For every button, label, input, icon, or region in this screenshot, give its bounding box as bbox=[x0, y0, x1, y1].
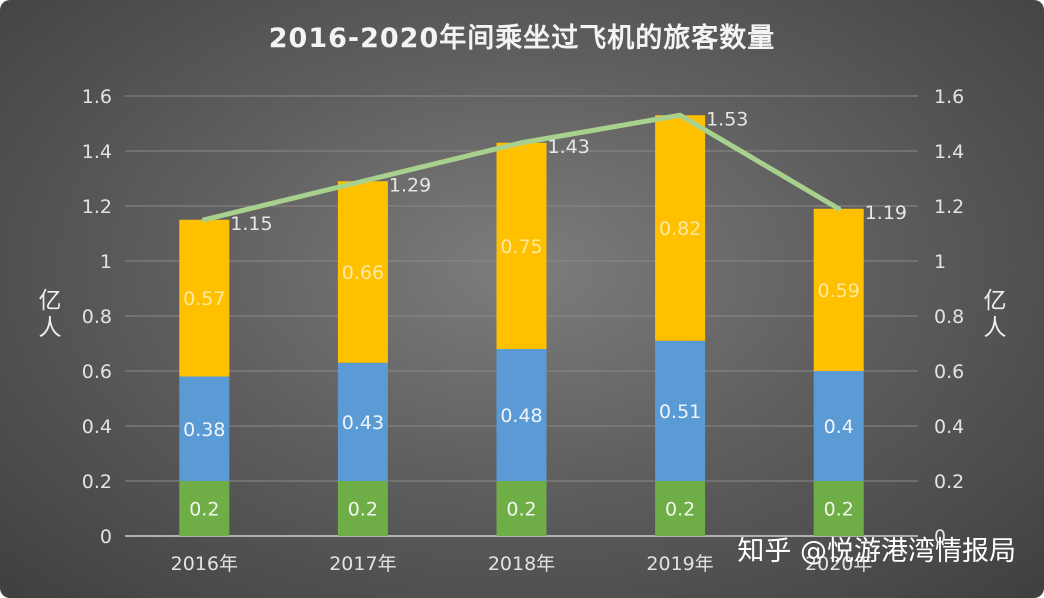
y2-tick-label: 0.6 bbox=[934, 361, 964, 383]
segment-value-label: 0.2 bbox=[665, 499, 695, 521]
bar-rect bbox=[496, 349, 547, 481]
segment-value-label: 0.43 bbox=[342, 412, 384, 434]
segment-value-label: 0.51 bbox=[659, 401, 701, 423]
total-line-point bbox=[201, 217, 207, 223]
bar-rect bbox=[337, 181, 388, 363]
bar-segment bbox=[179, 376, 230, 481]
segment-value-label: 0.48 bbox=[500, 405, 542, 427]
bar-segment bbox=[655, 340, 706, 481]
x-axis-ticks: 2016年 2017年 2018年 2019年 2020年 bbox=[171, 553, 873, 575]
y2-tick-label: 0.2 bbox=[934, 471, 964, 493]
segment-value-label: 0.66 bbox=[342, 262, 384, 284]
bar-segment bbox=[813, 371, 864, 481]
total-line-point bbox=[836, 206, 842, 212]
bar-rect bbox=[496, 481, 547, 536]
segment-value-label: 0.2 bbox=[824, 499, 854, 521]
bar-rect bbox=[337, 481, 388, 536]
bar-segment bbox=[179, 481, 230, 536]
bar-segment bbox=[655, 481, 706, 536]
total-line-point bbox=[360, 178, 366, 184]
stacked-bars bbox=[179, 115, 864, 536]
bar-rect bbox=[813, 481, 864, 536]
bar-segment bbox=[496, 349, 547, 481]
bar-segment bbox=[179, 219, 230, 377]
y-tick-label: 0.8 bbox=[82, 306, 112, 328]
x-tick-label: 2016年 bbox=[171, 553, 238, 575]
y-tick-label: 1.4 bbox=[82, 141, 112, 163]
y-tick-label: 0.4 bbox=[82, 416, 112, 438]
bar-rect bbox=[655, 481, 706, 536]
total-labels: 1.15 1.29 1.43 1.53 1.19 bbox=[230, 108, 907, 235]
bar-segment bbox=[337, 181, 388, 363]
right-axis-unit-label: 亿人 bbox=[984, 288, 1007, 341]
total-line bbox=[201, 112, 842, 223]
segment-labels: 0.2 0.38 0.57 0.2 0.43 0.66 0.2 0.48 0.75 0.2 0.51… bbox=[183, 218, 860, 521]
total-value-label: 1.15 bbox=[230, 213, 272, 235]
bar-rect bbox=[813, 371, 864, 481]
watermark: 知乎 @悦游港湾情报局 bbox=[737, 536, 1016, 567]
y2-tick-label: 0.8 bbox=[934, 306, 964, 328]
y2-tick-label: 1.2 bbox=[934, 196, 964, 218]
bar-rect bbox=[813, 208, 864, 371]
y2-tick-label: 1.6 bbox=[934, 86, 964, 108]
left-axis-ticks: 0 0.2 0.4 0.6 0.8 1 1.2 1.4 1.6 bbox=[82, 86, 112, 548]
bar-segment bbox=[337, 481, 388, 536]
bar-rect bbox=[337, 362, 388, 481]
unit-label-char: 人 bbox=[984, 315, 1007, 341]
unit-label-char: 亿 bbox=[984, 288, 1007, 314]
y-tick-label: 1.6 bbox=[82, 86, 112, 108]
segment-value-label: 0.82 bbox=[659, 218, 701, 240]
total-line-point bbox=[677, 112, 683, 118]
y-tick-label: 0 bbox=[100, 526, 112, 548]
right-axis-ticks: 0 0.2 0.4 0.6 0.8 1 1.2 1.4 1.6 bbox=[934, 86, 964, 548]
y2-tick-label: 1 bbox=[934, 251, 946, 273]
total-value-label: 1.29 bbox=[389, 174, 431, 196]
bar-segment bbox=[655, 115, 706, 341]
segment-value-label: 0.59 bbox=[818, 280, 860, 302]
bar-rect bbox=[179, 481, 230, 536]
unit-label-char: 人 bbox=[39, 315, 62, 341]
segment-value-label: 0.4 bbox=[824, 416, 854, 438]
y2-tick-label: 1.4 bbox=[934, 141, 964, 163]
total-line-point bbox=[519, 140, 524, 146]
segment-value-label: 0.38 bbox=[183, 419, 225, 441]
y2-tick-label: 0 bbox=[934, 526, 946, 548]
segment-value-label: 0.2 bbox=[506, 499, 536, 521]
bar-segment bbox=[813, 208, 864, 371]
bar-segment bbox=[813, 481, 864, 536]
x-tick-label: 2018年 bbox=[488, 553, 555, 575]
segment-value-label: 0.57 bbox=[183, 288, 225, 310]
bar-rect bbox=[179, 376, 230, 481]
y-tick-label: 1.2 bbox=[82, 196, 112, 218]
segment-value-label: 0.75 bbox=[500, 236, 542, 258]
x-tick-label: 2017年 bbox=[329, 553, 396, 575]
bar-segment bbox=[496, 142, 547, 349]
y-tick-label: 0.6 bbox=[82, 361, 112, 383]
y-tick-label: 1 bbox=[100, 251, 112, 273]
left-axis-unit-label: 亿人 bbox=[39, 288, 62, 341]
bar-segment bbox=[337, 362, 388, 481]
y2-tick-label: 0.4 bbox=[934, 416, 964, 438]
total-value-label: 1.19 bbox=[865, 202, 907, 224]
unit-label-char: 亿 bbox=[39, 288, 62, 314]
bar-rect bbox=[179, 219, 230, 377]
total-value-label: 1.43 bbox=[548, 136, 590, 158]
bar-rect bbox=[655, 340, 706, 481]
total-value-label: 1.53 bbox=[706, 108, 748, 130]
segment-value-label: 0.2 bbox=[348, 499, 378, 521]
segment-value-label: 0.2 bbox=[189, 499, 219, 521]
bar-rect bbox=[655, 115, 706, 341]
x-tick-label: 2020年 bbox=[805, 553, 872, 575]
chart-title: 2016-2020年间乘坐过飞机的旅客数量 bbox=[269, 22, 776, 54]
y-tick-label: 0.2 bbox=[82, 471, 112, 493]
bar-rect bbox=[496, 142, 547, 349]
bar-segment bbox=[496, 481, 547, 536]
x-tick-label: 2019年 bbox=[646, 553, 713, 575]
